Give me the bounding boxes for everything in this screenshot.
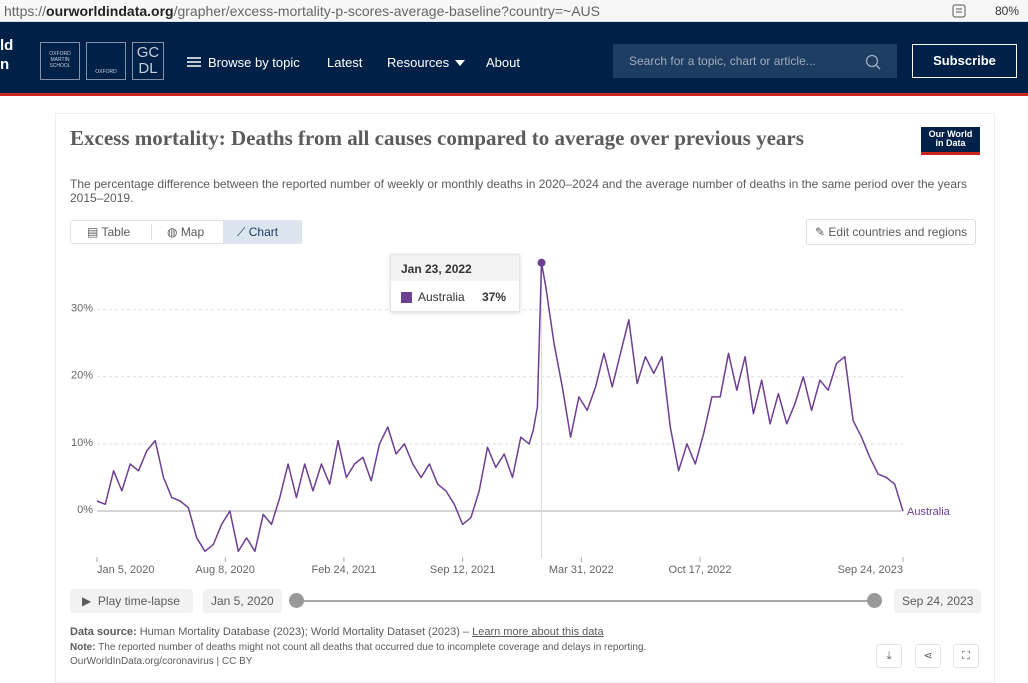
credit: OurWorldInData.org/coronavirus | CC BY xyxy=(70,656,253,667)
tab-active[interactable]: ⟋ Chart xyxy=(223,221,302,243)
source-link[interactable]: Learn more about this data xyxy=(472,626,604,638)
partner-logo[interactable]: OXFORD MARTIN SCHOOL xyxy=(40,42,80,80)
timeline-handle[interactable] xyxy=(289,593,304,608)
nav-link[interactable]: Latest xyxy=(327,55,363,70)
owid-logo[interactable]: Our World in Data xyxy=(921,127,980,155)
tooltip-series: Australia xyxy=(418,290,465,304)
search-box[interactable]: Search for a topic, chart or article... xyxy=(613,44,897,78)
partner-text: GC xyxy=(136,44,160,61)
url-bar: https://ourworldindata.org/grapher/exces… xyxy=(0,0,1028,22)
chart: 0% 10% 20% 30% Jan 5, 2020 Aug 8, 2020 Feb 24,… xyxy=(71,258,951,576)
highlight-point xyxy=(537,258,546,267)
tab-divider xyxy=(151,224,152,240)
share-button[interactable]: ⋖ xyxy=(915,644,941,668)
play-label: Play time-lapse xyxy=(97,594,180,608)
play-button[interactable]: ▶ Play time-lapse xyxy=(70,589,193,613)
timeline-handle[interactable] xyxy=(867,593,882,608)
timeline-track xyxy=(297,600,875,602)
subscribe-button[interactable]: Subscribe xyxy=(912,44,1017,78)
tab-label: Map xyxy=(180,225,205,239)
menu-icon xyxy=(187,57,201,67)
logo-line: ld xyxy=(0,37,14,54)
logo-line: in Data xyxy=(935,138,966,148)
nav-link[interactable]: Resources xyxy=(387,55,450,70)
x-tick-label: Jan 5, 2020 xyxy=(97,564,155,576)
y-tick-label: 20% xyxy=(71,370,93,382)
note-label: Note: xyxy=(70,642,96,653)
search-icon xyxy=(865,54,881,70)
tooltip-date: Jan 23, 2022 xyxy=(391,255,519,281)
fullscreen-button[interactable]: ⛶ xyxy=(953,644,979,668)
edit-label: Edit countries and regions xyxy=(828,225,968,239)
logo-line: n xyxy=(0,56,10,73)
tab-label: Table xyxy=(101,225,131,239)
search-placeholder: Search for a topic, chart or article... xyxy=(629,54,816,68)
tab[interactable]: ▤ Table xyxy=(87,225,131,239)
line-series xyxy=(96,261,904,553)
chart-title: Excess mortality: Deaths from all causes… xyxy=(70,126,804,150)
url-prefix: https:// xyxy=(4,3,47,19)
y-tick-label: 30% xyxy=(71,303,93,315)
x-tick-label: Aug 8, 2020 xyxy=(196,564,255,576)
dropdown-caret xyxy=(455,60,465,66)
partner-text: DL xyxy=(138,60,158,77)
tooltip-swatch xyxy=(401,292,412,303)
x-tick-label: Sep 24, 2023 xyxy=(838,564,903,576)
nav-link[interactable]: Browse by topic xyxy=(208,55,300,70)
site-logo[interactable]: ld n xyxy=(0,36,13,74)
download-button[interactable]: ⤓ xyxy=(876,644,902,668)
url-path: /grapher/excess-mortality-p-scores-avera… xyxy=(173,3,601,19)
edit-button[interactable]: ✎ Edit countries and regions xyxy=(806,219,977,245)
partner-logo[interactable]: GC DL xyxy=(132,42,164,80)
url[interactable]: https://ourworldindata.org/grapher/exces… xyxy=(4,3,600,19)
y-tick-label: 10% xyxy=(71,437,93,449)
tab-bar: ▤ Table ◍ Map ⟋ Chart xyxy=(70,220,302,244)
tooltip-value: 37% xyxy=(482,290,507,304)
x-tick-label: Oct 17, 2022 xyxy=(669,564,732,576)
url-domain: ourworldindata.org xyxy=(46,3,174,19)
nav-bar: ld n OXFORD MARTIN SCHOOL OXFORD GC DL Bro… xyxy=(0,22,1028,96)
timeline-end[interactable]: Sep 24, 2023 xyxy=(894,589,982,613)
source-label: Data source: xyxy=(70,626,137,638)
tab-label: Chart xyxy=(248,225,279,239)
chart-subtitle: The percentage difference between the re… xyxy=(70,177,968,205)
logo-line: Our World xyxy=(928,129,973,139)
tooltip: Jan 23, 2022 Australia 37% xyxy=(390,254,520,312)
series-label: Australia xyxy=(907,506,951,518)
note: Note: The reported number of deaths migh… xyxy=(70,642,646,653)
zoom: 80% xyxy=(995,4,1020,18)
tab[interactable]: ◍ Map xyxy=(167,225,205,239)
source-text: Human Mortality Database (2023); World M… xyxy=(139,626,470,638)
reader-icon[interactable] xyxy=(952,4,966,18)
x-tick-label: Mar 31, 2022 xyxy=(549,564,614,576)
nav-link[interactable]: About xyxy=(486,55,520,70)
data-source: Data source: Human Mortality Database (2… xyxy=(70,626,604,638)
x-tick-label: Feb 24, 2021 xyxy=(311,564,376,576)
note-text: The reported number of deaths might not … xyxy=(98,642,647,653)
partner-logo[interactable]: OXFORD xyxy=(86,42,126,80)
timeline-start[interactable]: Jan 5, 2020 xyxy=(203,589,282,613)
y-tick-label: 0% xyxy=(77,504,93,516)
x-tick-label: Sep 12, 2021 xyxy=(430,564,495,576)
